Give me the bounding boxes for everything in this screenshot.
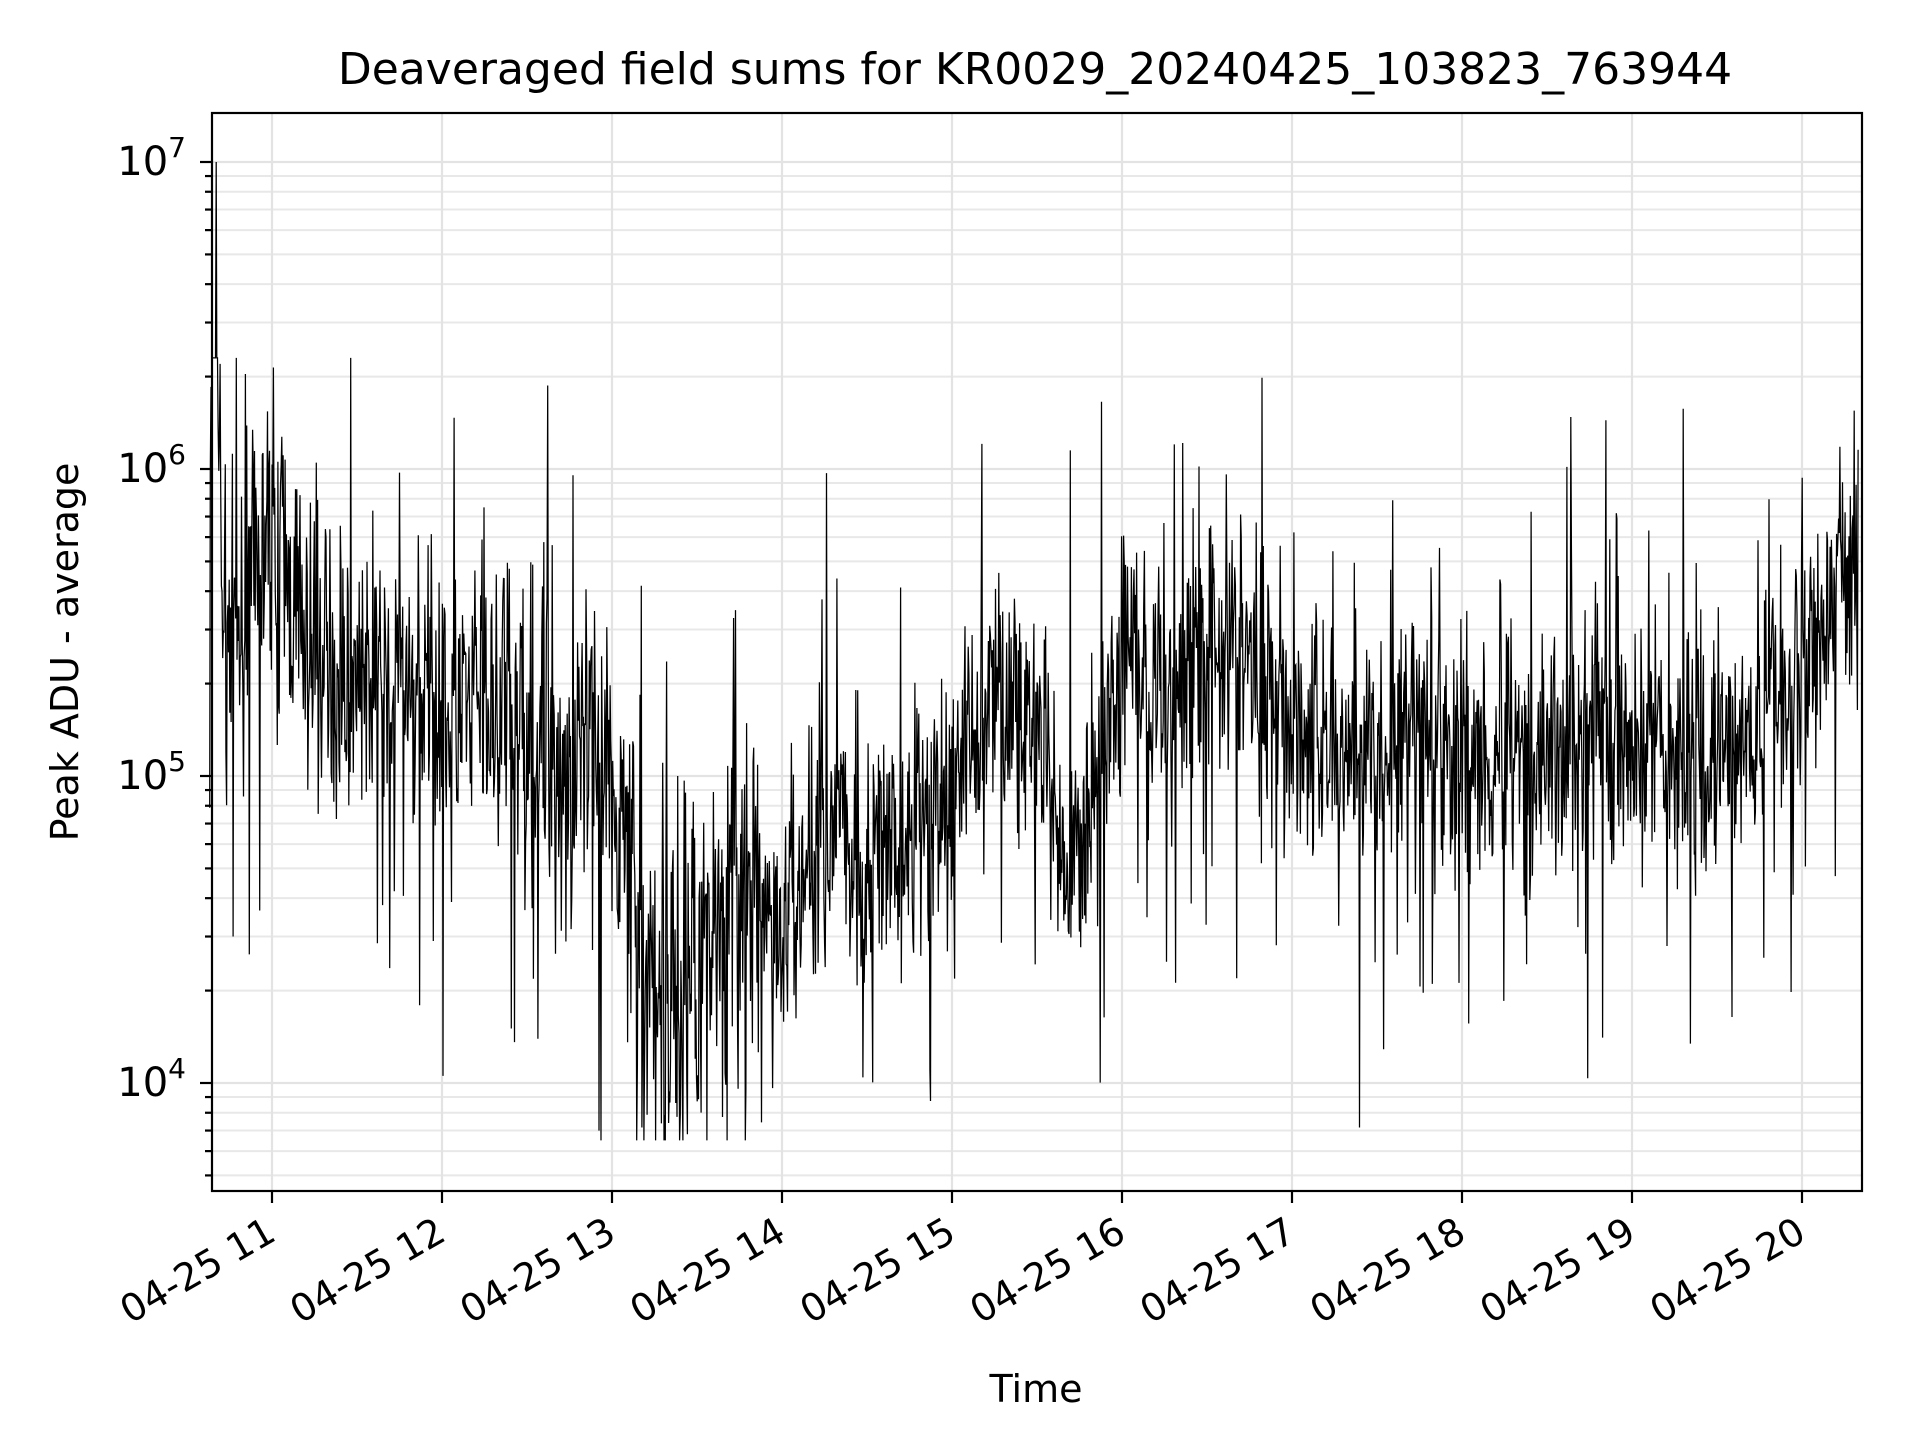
y-axis: 104 105 106 107 xyxy=(117,131,212,1177)
x-tick-label: 04-25 12 xyxy=(283,1209,453,1333)
y-tick-label: 105 xyxy=(117,745,186,799)
y-tick-label: 104 xyxy=(117,1052,186,1106)
x-tick-label: 04-25 17 xyxy=(1133,1209,1303,1333)
data-series-line xyxy=(209,161,1859,1141)
x-tick-label: 04-25 16 xyxy=(963,1209,1133,1333)
axes-frame xyxy=(210,111,1864,1193)
y-tick-label: 107 xyxy=(117,131,186,185)
plot-area xyxy=(209,161,1859,1141)
x-tick-label: 04-25 11 xyxy=(113,1209,283,1333)
x-tick-label: 04-25 19 xyxy=(1473,1209,1643,1333)
x-tick-label: 04-25 18 xyxy=(1303,1209,1473,1333)
y-tick-label: 106 xyxy=(117,438,186,492)
chart-title: Deaveraged field sums for KR0029_2024042… xyxy=(338,44,1732,95)
y-axis-label: Peak ADU - average xyxy=(43,463,87,842)
x-tick-label: 04-25 13 xyxy=(453,1209,623,1333)
x-axis: 04-25 11 04-25 12 04-25 13 04-25 14 04-25 15… xyxy=(113,1191,1813,1332)
x-tick-label: 04-25 15 xyxy=(793,1209,963,1333)
x-tick-label: 04-25 14 xyxy=(623,1209,793,1333)
x-tick-label: 04-25 20 xyxy=(1643,1209,1813,1333)
x-axis-label: Time xyxy=(989,1367,1083,1411)
